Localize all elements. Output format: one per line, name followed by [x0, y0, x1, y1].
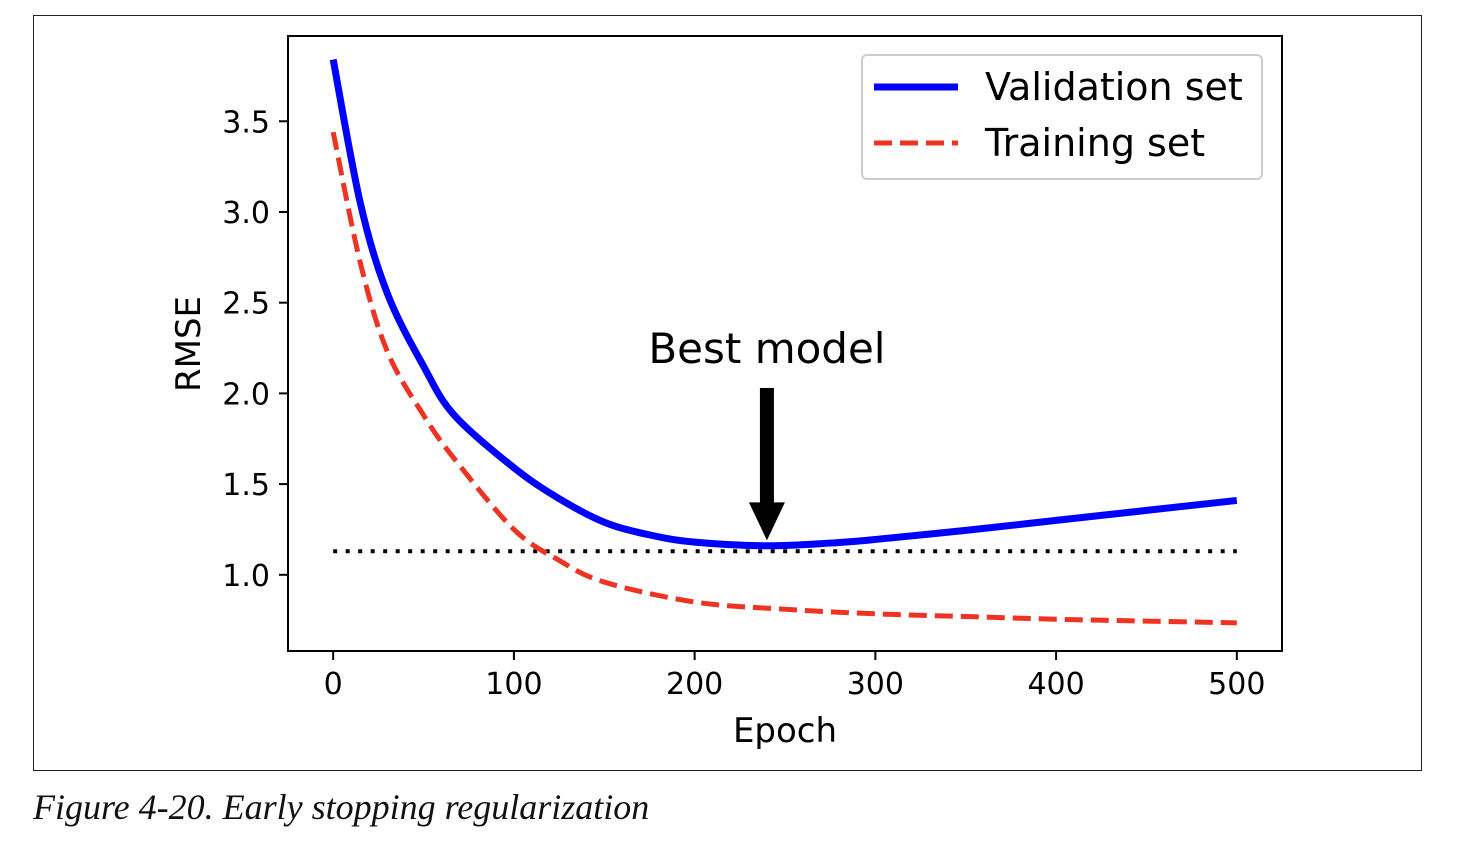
x-tick-label: 500	[1208, 667, 1265, 702]
legend-box	[861, 54, 1263, 180]
y-tick-label: 3.0	[222, 196, 270, 231]
legend-label-training: Training set	[984, 121, 1205, 165]
y-tick-label: 1.5	[222, 468, 270, 503]
training-set-line	[330, 131, 1237, 626]
y-tick-label: 2.0	[222, 377, 270, 412]
plot-area	[287, 35, 1283, 652]
validation-set-line	[329, 58, 1238, 550]
y-tick-label: 3.5	[222, 105, 270, 140]
figure-caption: Figure 4-20. Early stopping regularizati…	[33, 787, 650, 827]
best-model-annotation: Best model	[648, 324, 885, 373]
x-ticks: 0 100 200 300 400 500	[324, 651, 1265, 702]
x-axis-label: Epoch	[733, 711, 837, 751]
arrow-shaft	[759, 387, 774, 505]
legend: Validation set Training set	[861, 54, 1263, 180]
y-ticks: 1.0 1.5 2.0 2.5 3.0 3.5	[222, 105, 288, 594]
x-tick-label: 100	[485, 667, 542, 702]
x-tick-label: 300	[847, 667, 904, 702]
arrow-head-icon	[748, 502, 785, 541]
figure-frame	[33, 15, 1422, 771]
y-tick-label: 1.0	[222, 559, 270, 594]
best-model-arrow	[748, 387, 785, 541]
x-tick-label: 400	[1027, 667, 1084, 702]
x-tick-label: 200	[666, 667, 723, 702]
series-group	[329, 58, 1238, 626]
legend-label-validation: Validation set	[985, 65, 1243, 109]
x-tick-label: 0	[324, 667, 343, 702]
y-axis-label: RMSE	[169, 296, 209, 392]
y-tick-label: 2.5	[222, 287, 270, 322]
